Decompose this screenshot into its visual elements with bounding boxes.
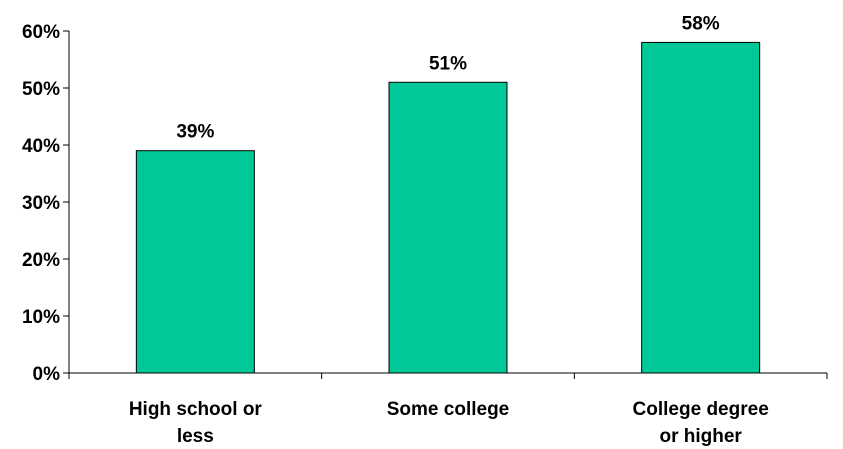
y-tick-label: 60%: [22, 22, 60, 43]
x-category-label: or higher: [659, 426, 742, 447]
x-axis: High school or less Some college College de…: [68, 372, 828, 447]
x-category-label: High school or: [129, 399, 263, 420]
bar: [388, 81, 508, 374]
bars: [135, 41, 761, 374]
y-tick-label: 0%: [33, 364, 61, 385]
x-category-label: College degree: [633, 399, 769, 420]
data-labels: 39% 51% 58%: [176, 13, 719, 142]
bar-value-label: 58%: [682, 13, 720, 34]
x-category-label: less: [177, 426, 214, 447]
y-axis: 0% 10% 20% 30% 40% 50% 60%: [22, 22, 70, 385]
y-tick-label: 40%: [22, 136, 60, 157]
bar-value-label: 51%: [429, 53, 467, 74]
bar: [641, 41, 761, 374]
y-tick-label: 30%: [22, 193, 60, 214]
bar: [135, 150, 255, 374]
bar-value-label: 39%: [176, 122, 214, 143]
x-category-label: Some college: [387, 399, 510, 420]
y-tick-label: 50%: [22, 79, 60, 100]
y-tick-label: 20%: [22, 250, 60, 271]
y-tick-label: 10%: [22, 307, 60, 328]
